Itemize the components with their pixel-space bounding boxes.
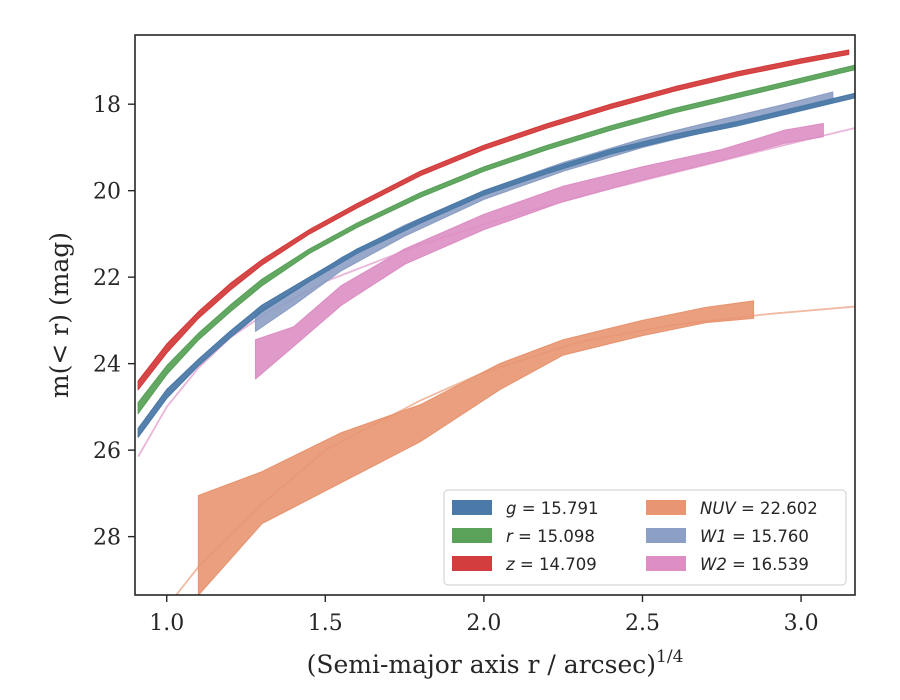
series-r-band <box>137 64 855 414</box>
x-tick-label: 1.0 <box>149 611 184 636</box>
legend-box <box>443 489 847 586</box>
y-tick-label: 22 <box>93 266 121 291</box>
x-axis-label: (Semi-major axis r / arcsec)1/4 <box>307 647 684 679</box>
y-tick-label: 18 <box>93 93 121 118</box>
y-tick-label: 20 <box>93 180 121 205</box>
y-axis-label: m(< r) (mag) <box>45 232 74 398</box>
plot-frame <box>134 34 856 596</box>
x-tick-label: 3.0 <box>784 611 819 636</box>
y-tick-label: 28 <box>93 526 121 551</box>
legend-swatch-z <box>452 556 492 571</box>
series-nuv-band <box>197 300 755 595</box>
legend-swatch-g <box>452 500 492 515</box>
legend-swatch-w2 <box>646 556 686 571</box>
x-tick-label: 1.5 <box>308 611 343 636</box>
legend-swatch-r <box>452 528 492 543</box>
legend-label-z: z = 14.709 <box>505 555 597 574</box>
series-g-band <box>137 92 855 438</box>
x-axis: 1.0 1.5 2.0 2.5 3.0 <box>149 595 819 636</box>
series-w2-band <box>254 123 824 380</box>
x-tick-label: 2.5 <box>625 611 660 636</box>
x-tick-label: 2.0 <box>466 611 501 636</box>
series-z-band <box>137 49 850 391</box>
legend-label-w1: W1 = 15.760 <box>700 527 809 546</box>
y-tick-label: 24 <box>93 353 121 378</box>
legend-swatch-w1 <box>646 528 686 543</box>
legend: g = 15.791 r = 15.098 z = 14.709 NUV = 22.6… <box>443 489 847 586</box>
y-tick-label: 26 <box>93 439 121 464</box>
legend-swatch-nuv <box>646 500 686 515</box>
legend-label-g: g = 15.791 <box>506 499 599 518</box>
legend-label-w2: W2 = 16.539 <box>700 555 809 574</box>
data-layer <box>137 49 855 595</box>
y-axis: 18 20 22 24 26 28 <box>93 93 135 551</box>
legend-label-r: r = 15.098 <box>506 527 595 546</box>
legend-label-nuv: NUV = 22.602 <box>700 499 818 518</box>
